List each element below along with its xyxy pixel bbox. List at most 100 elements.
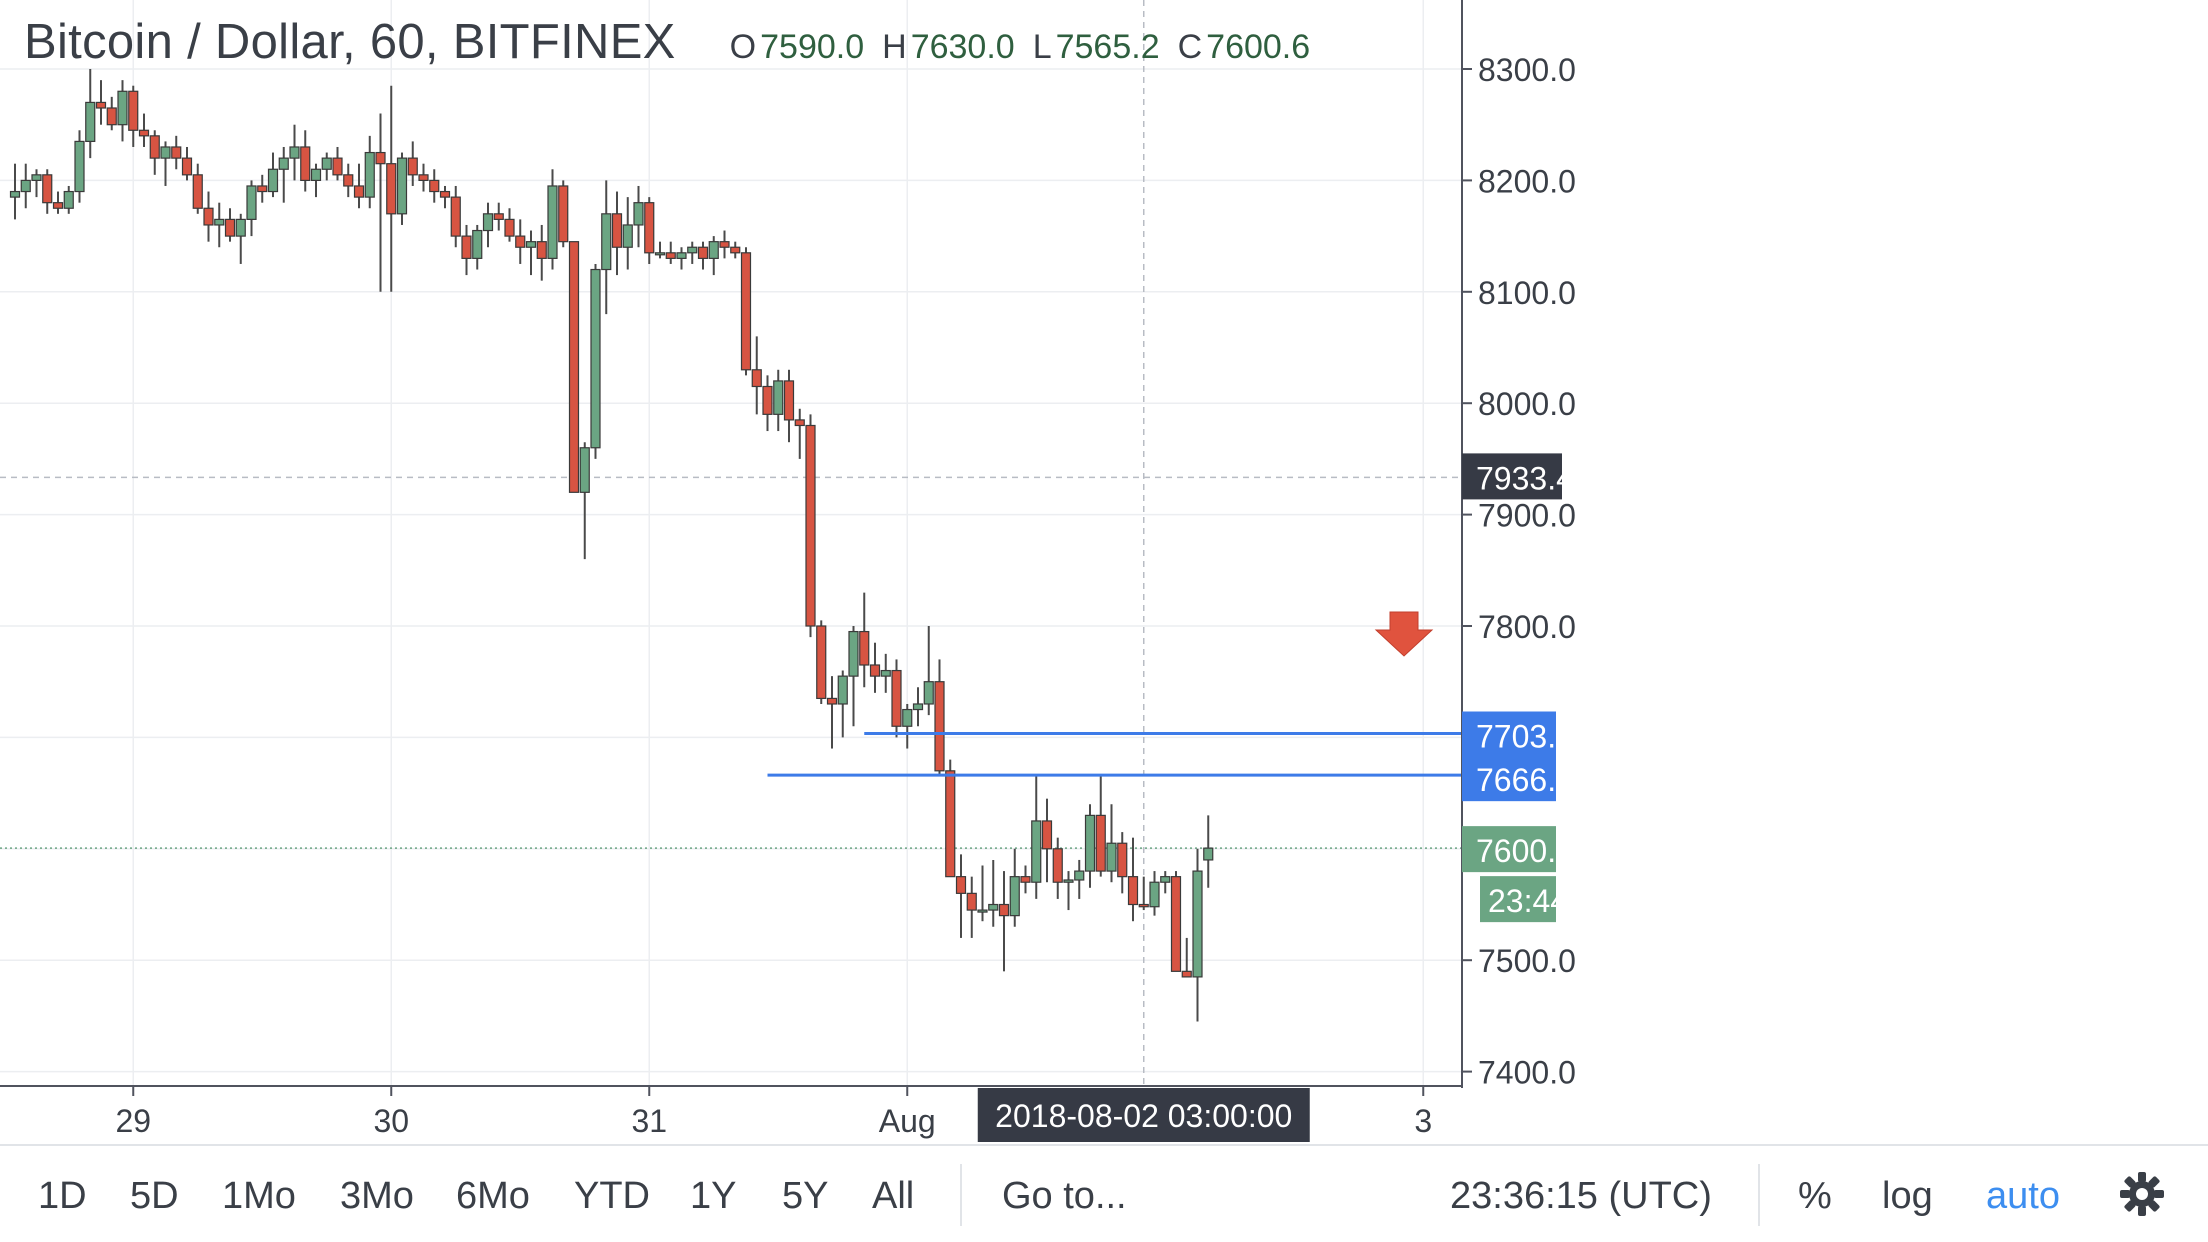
candle-body — [955, 876, 967, 894]
price-tick-label: 7900.0 — [1478, 498, 1576, 534]
price-tick-label: 8200.0 — [1478, 163, 1576, 199]
candle-body — [1181, 970, 1192, 978]
level-price-label-1: 7703.5 — [1462, 711, 1574, 758]
candle-body — [1192, 870, 1203, 978]
level-price-label-2: 7666.1 — [1462, 755, 1574, 802]
candle-body — [95, 101, 107, 109]
candle-body — [869, 664, 881, 677]
candle-body — [493, 213, 504, 220]
goto-button[interactable]: Go to... — [1002, 1175, 1127, 1217]
candle-body — [343, 174, 354, 187]
svg-text:2018-08-02 03:00:00: 2018-08-02 03:00:00 — [995, 1098, 1292, 1134]
candle-body — [1084, 814, 1096, 872]
candle-body — [106, 107, 117, 126]
candle-body — [375, 151, 386, 165]
candle-body — [1074, 870, 1085, 881]
ohlc-readout: O 7590.0 H 7630.0 L 7565.2 C 7600.6 — [730, 28, 1311, 67]
range-5y-button[interactable]: 5Y — [782, 1175, 829, 1217]
candle-body — [1020, 876, 1031, 883]
candle-body — [267, 168, 279, 193]
time-tick-label: 31 — [631, 1103, 667, 1139]
price-tick-label: 7800.0 — [1478, 609, 1576, 645]
ohlc-close: C 7600.6 — [1177, 28, 1311, 66]
candle-body — [1031, 820, 1042, 883]
svg-text:7703.5: 7703.5 — [1476, 719, 1574, 755]
candle-body — [719, 241, 730, 248]
candle-body — [1138, 903, 1149, 908]
candle-body — [300, 146, 311, 181]
svg-text:7600.6: 7600.6 — [1476, 833, 1574, 869]
candle-body — [891, 669, 902, 727]
price-tick-label: 8300.0 — [1478, 52, 1576, 88]
range-1y-button[interactable]: 1Y — [690, 1175, 737, 1217]
candle-body — [547, 185, 558, 259]
candle-body — [181, 157, 193, 176]
candle-body — [773, 380, 784, 415]
candle-body — [644, 202, 655, 254]
candle-body — [525, 241, 537, 248]
candle-body — [1041, 820, 1053, 850]
candle-body — [214, 218, 225, 226]
candle-body — [418, 174, 429, 182]
last-price-label: 7600.6 — [1462, 826, 1574, 873]
candle-body — [794, 419, 805, 427]
log-scale-toggle[interactable]: log — [1882, 1175, 1933, 1217]
candle-body — [461, 235, 472, 259]
range-3mo-button[interactable]: 3Mo — [340, 1175, 414, 1217]
candle-body — [203, 207, 214, 226]
candle-body — [665, 252, 676, 259]
time-tick-label: 3 — [1414, 1103, 1432, 1139]
price-tick-label: 8100.0 — [1478, 275, 1576, 311]
range-1d-button[interactable]: 1D — [38, 1175, 87, 1217]
range-1mo-button[interactable]: 1Mo — [222, 1175, 296, 1217]
candle-body — [536, 241, 547, 259]
candle-body — [160, 146, 171, 159]
candle-body — [966, 892, 977, 911]
range-ytd-button[interactable]: YTD — [574, 1175, 650, 1217]
candle-body — [1009, 876, 1020, 917]
candle-body — [42, 174, 53, 204]
ohlc-low: L 7565.2 — [1032, 28, 1160, 66]
candle-body — [654, 252, 666, 256]
range-5d-button[interactable]: 5D — [130, 1175, 179, 1217]
candle-body — [353, 185, 365, 198]
candle-body — [246, 185, 257, 220]
candle-body — [289, 146, 300, 159]
candle-body — [912, 703, 924, 711]
candle-body — [396, 157, 408, 215]
candle-body — [117, 90, 128, 126]
time-tick-label: 29 — [115, 1103, 151, 1139]
candles — [9, 69, 1214, 1022]
chart-header: Bitcoin / Dollar, 60, BITFINEX O 7590.0 H… — [24, 14, 1310, 78]
symbol-title[interactable]: Bitcoin / Dollar, 60, BITFINEX — [24, 15, 676, 69]
utc-clock[interactable]: 23:36:15 (UTC) — [1450, 1175, 1712, 1217]
auto-scale-toggle[interactable]: auto — [1986, 1175, 2060, 1217]
candle-body — [74, 140, 85, 193]
candle-body — [977, 909, 988, 913]
candle-body — [171, 146, 182, 159]
candle-body — [848, 630, 859, 677]
candle-body — [676, 252, 687, 259]
grid — [0, 0, 1462, 1086]
candle-body — [1106, 842, 1117, 872]
candle-body — [880, 669, 891, 677]
candle-body — [31, 174, 42, 182]
crosshair-time-label: 2018-08-02 03:00:00 — [977, 1088, 1310, 1142]
candle-body — [192, 174, 203, 209]
candle-body — [558, 185, 569, 243]
candle-body — [138, 129, 150, 137]
candle-body — [321, 157, 332, 170]
range-6mo-button[interactable]: 6Mo — [456, 1175, 530, 1217]
candle-body — [310, 168, 322, 181]
range-all-button[interactable]: All — [872, 1175, 915, 1217]
gear-icon[interactable] — [2118, 1170, 2166, 1218]
price-tick-label: 8000.0 — [1478, 386, 1576, 422]
candle-body — [9, 190, 21, 198]
price-chart[interactable]: 8300.0 8200.0 8100.0 8000.0 7900.0 7800.0 7500… — [0, 0, 2208, 1144]
candle-body — [1095, 814, 1106, 872]
candle-body — [1063, 879, 1074, 883]
percent-scale-toggle[interactable]: % — [1798, 1175, 1832, 1217]
candle-body — [945, 770, 956, 878]
candle-body — [902, 708, 913, 727]
candle-body — [740, 252, 752, 371]
